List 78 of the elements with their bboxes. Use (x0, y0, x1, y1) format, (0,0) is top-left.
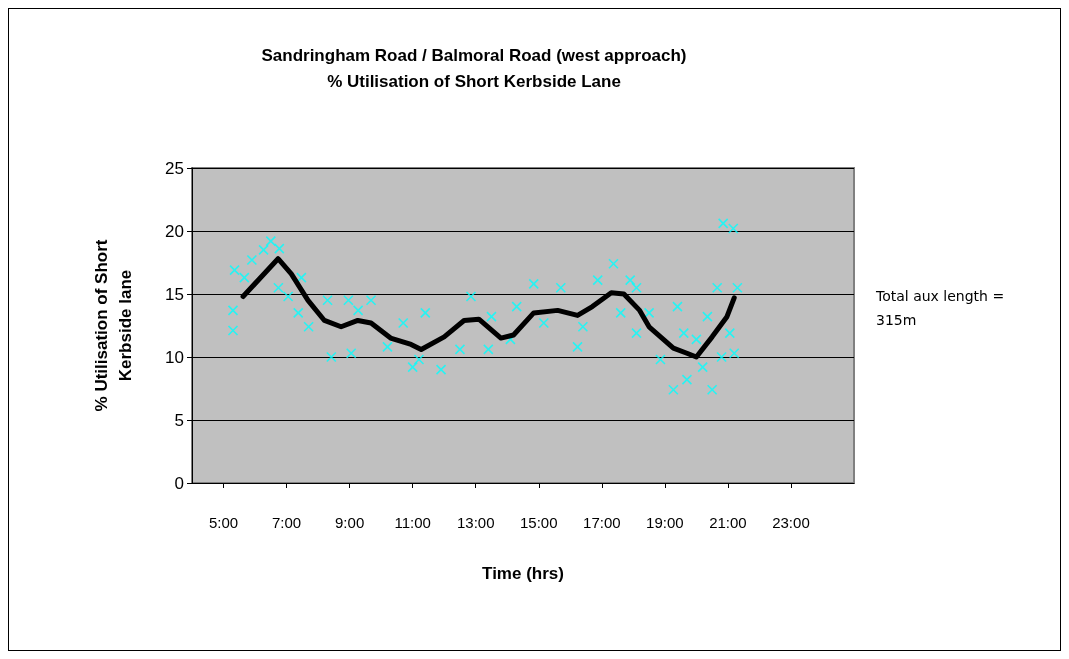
x-tick-label: 9:00 (335, 514, 365, 531)
point (483, 344, 494, 355)
y-tick-label: 25 (165, 158, 184, 178)
point (345, 347, 357, 359)
point (697, 361, 708, 373)
point (716, 351, 727, 363)
point (691, 334, 702, 345)
point (303, 321, 314, 333)
point (486, 311, 497, 322)
point (592, 274, 604, 286)
point (246, 254, 258, 266)
point (511, 301, 522, 312)
x-axis-title: Time (hrs) (482, 564, 564, 583)
point (631, 282, 642, 293)
point (681, 374, 693, 385)
y-tick-label: 15 (165, 284, 184, 304)
point (608, 258, 619, 270)
point (352, 305, 364, 316)
x-tick-label: 13:00 (456, 514, 495, 531)
point (572, 341, 583, 353)
point (273, 282, 284, 293)
point (702, 311, 713, 322)
point (296, 272, 307, 283)
x-tick-label: 23:00 (772, 514, 810, 531)
point (577, 321, 589, 333)
y-tick-label: 0 (174, 473, 184, 493)
point (717, 218, 729, 229)
point (668, 384, 679, 396)
y-axis-title: % Utilisation of Short Kerbside lane (91, 239, 135, 412)
point (727, 223, 739, 234)
point (631, 327, 642, 339)
point (239, 272, 250, 283)
point (528, 278, 540, 290)
point (711, 282, 723, 293)
point (407, 361, 418, 373)
point (265, 235, 277, 247)
point (538, 317, 550, 329)
point (274, 243, 285, 254)
point (465, 291, 477, 302)
x-tick-label: 7:00 (271, 514, 302, 531)
point (624, 274, 636, 286)
x-tick-label: 5:00 (208, 514, 239, 531)
point (706, 384, 718, 396)
point (382, 341, 393, 353)
x-tick-label: 11:00 (394, 514, 431, 531)
point (615, 307, 627, 319)
point (229, 264, 240, 276)
point (258, 244, 269, 256)
point (343, 295, 354, 306)
x-tick-label: 17:00 (583, 514, 621, 531)
point (292, 307, 304, 319)
point (227, 325, 239, 336)
point (227, 305, 239, 316)
y-tick-label: 10 (165, 347, 184, 367)
x-tick-label: 21:00 (709, 514, 747, 531)
point (672, 301, 683, 312)
point (365, 295, 377, 306)
chart-title: Sandringham Road / Balmoral Road (west approach) % Utilisation of Short Kerbside Lane (261, 45, 687, 91)
point (655, 354, 666, 365)
point (282, 291, 294, 302)
point (326, 351, 337, 363)
x-tick-label: 15:00 (519, 514, 558, 531)
x-tick-label: 19:00 (646, 514, 684, 531)
y-tick-label: 20 (165, 221, 184, 241)
point (454, 344, 466, 355)
point (555, 282, 567, 293)
point (413, 354, 425, 365)
point (732, 282, 743, 293)
point (728, 347, 740, 359)
point (419, 307, 431, 319)
point (397, 317, 409, 329)
point (643, 307, 655, 319)
point (435, 364, 447, 375)
point (724, 327, 736, 339)
text: Total aux length = 315m (875, 288, 1009, 328)
y-tick-label: 5 (174, 410, 184, 430)
point (678, 327, 690, 339)
point (322, 295, 333, 306)
